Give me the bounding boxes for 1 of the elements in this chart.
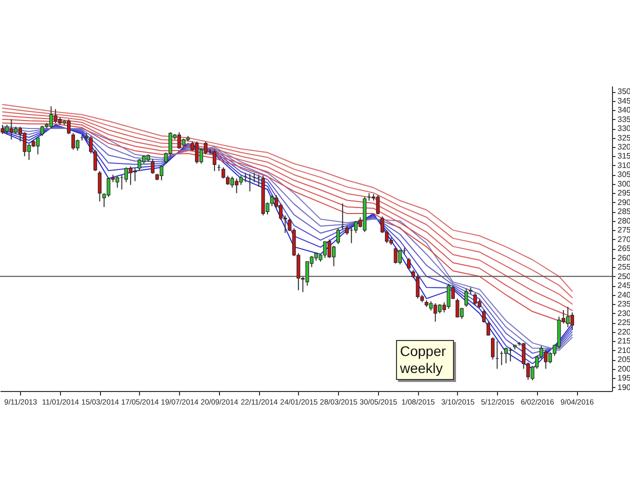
annotation: Copper weekly [396,340,454,380]
